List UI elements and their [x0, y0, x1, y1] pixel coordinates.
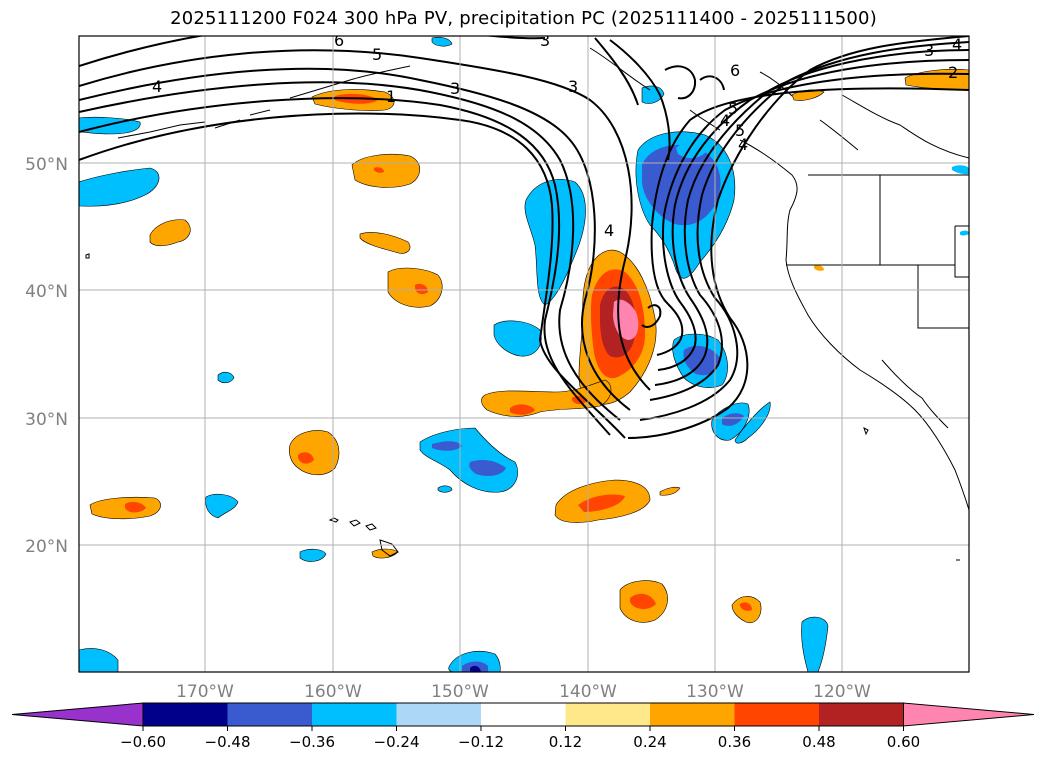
svg-text:3: 3: [540, 31, 550, 50]
colorbar-segment: [312, 703, 397, 726]
svg-text:4: 4: [952, 35, 962, 54]
colorbar-segment: [143, 703, 228, 726]
colorbar-tick-label: 0.12: [549, 733, 582, 751]
svg-text:1: 1: [386, 87, 396, 106]
colorbar-tick-label: 0.60: [887, 733, 920, 751]
colorbar-extend-high: [903, 702, 1035, 727]
longitude-labels: 170°W 160°W 150°W 140°W 130°W 120°W: [176, 682, 871, 702]
lat-label-30n: 30°N: [25, 410, 68, 430]
lon-label-130w: 130°W: [686, 682, 744, 702]
svg-text:6: 6: [334, 31, 344, 50]
colorbar-tick-label: −0.60: [120, 733, 166, 751]
lat-label-50n: 50°N: [25, 155, 68, 175]
colorbar-segment: [396, 703, 481, 726]
svg-text:3: 3: [450, 79, 460, 98]
map-title: 2025111200 F024 300 hPa PV, precipitatio…: [170, 8, 877, 29]
svg-text:5: 5: [728, 99, 738, 118]
svg-text:4: 4: [604, 221, 614, 240]
colorbar-tick-label: 0.48: [802, 733, 835, 751]
colorbar-tick-label: 0.24: [633, 733, 666, 751]
svg-text:5: 5: [372, 45, 382, 64]
svg-text:4: 4: [720, 111, 730, 130]
coastlines: [117, 47, 969, 511]
lat-label-20n: 20°N: [25, 537, 68, 557]
svg-text:5: 5: [735, 121, 745, 140]
latitude-labels: 50°N 40°N 30°N 20°N: [25, 155, 68, 557]
colorbar-segment: [734, 703, 819, 726]
lon-label-150w: 150°W: [431, 682, 489, 702]
svg-text:3: 3: [568, 77, 578, 96]
lon-label-120w: 120°W: [813, 682, 871, 702]
colorbar-extend-low: [11, 702, 144, 727]
svg-text:3: 3: [924, 41, 934, 60]
colorbar: −0.60 −0.48 −0.36 −0.24 −0.12 0.12 0.24 0.36 0.4…: [11, 702, 1035, 751]
colorbar-outline: [142, 702, 904, 727]
colorbar-segment: [227, 703, 312, 726]
graticule: [79, 36, 969, 672]
precip-positive-areas: [89, 68, 969, 624]
lon-label-160w: 160°W: [304, 682, 362, 702]
colorbar-tick-label: −0.36: [289, 733, 335, 751]
svg-text:2: 2: [948, 63, 958, 82]
colorbar-segment: [650, 703, 735, 726]
pv-contour-labels: 6 5 4 3 4 3 4 5 6 1 3 4 2 3 5 4: [152, 31, 962, 240]
map-frame: [78, 35, 970, 673]
islands: [85, 253, 960, 561]
colorbar-segment: [481, 703, 566, 726]
pv-contours: [79, 36, 969, 439]
colorbar-segment: [565, 703, 650, 726]
colorbar-tick-label: −0.24: [374, 733, 420, 751]
precip-negative-areas: [79, 36, 969, 672]
colorbar-tick-label: 0.36: [718, 733, 751, 751]
svg-text:4: 4: [152, 77, 162, 96]
lon-label-170w: 170°W: [176, 682, 234, 702]
colorbar-segment: [819, 703, 904, 726]
svg-text:6: 6: [730, 61, 740, 80]
lat-label-40n: 40°N: [25, 282, 68, 302]
lon-label-140w: 140°W: [559, 682, 617, 702]
colorbar-tick-label: −0.48: [205, 733, 251, 751]
svg-text:4: 4: [738, 135, 748, 154]
colorbar-tick-label: −0.12: [458, 733, 504, 751]
